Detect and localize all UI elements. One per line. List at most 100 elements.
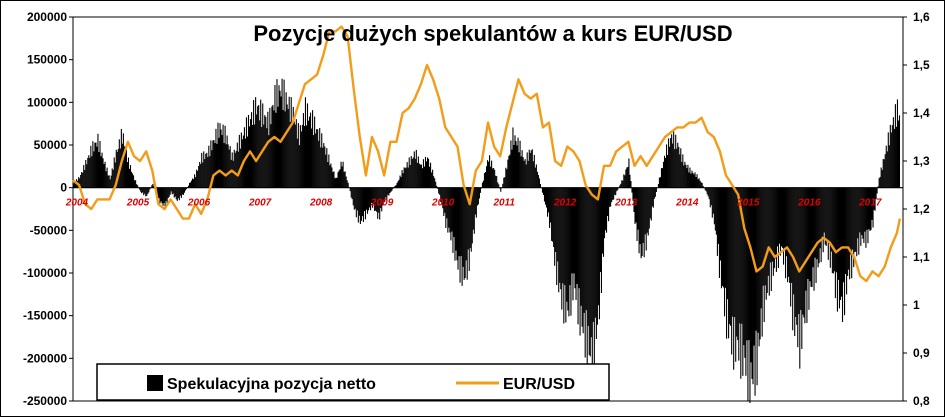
position-bar — [176, 187, 178, 201]
position-bar — [519, 140, 521, 188]
position-bar — [813, 187, 815, 291]
position-bar — [851, 187, 853, 279]
position-bar — [812, 187, 814, 268]
position-bar — [354, 187, 356, 209]
position-bar — [884, 154, 886, 188]
position-bar — [272, 104, 274, 188]
position-bar — [225, 144, 227, 188]
position-bar — [116, 151, 118, 188]
position-bar — [573, 187, 575, 274]
position-bar — [479, 187, 481, 193]
position-bar — [268, 135, 270, 188]
position-bar — [458, 187, 460, 257]
right-tick-label: 1,3 — [913, 154, 930, 168]
position-bar — [82, 172, 84, 188]
position-bar — [798, 187, 800, 314]
position-bar — [374, 187, 376, 212]
position-bar — [105, 171, 107, 188]
position-bar — [152, 183, 154, 188]
position-bar — [407, 167, 409, 188]
position-bar — [664, 157, 667, 188]
position-bar — [651, 187, 653, 207]
position-bar — [552, 187, 554, 242]
position-bar — [426, 157, 429, 188]
position-bar — [593, 187, 595, 371]
position-bar — [278, 85, 280, 188]
position-bar — [108, 175, 110, 188]
position-bar — [551, 187, 553, 241]
position-bar — [496, 176, 498, 188]
position-bar — [655, 187, 657, 192]
position-bar — [153, 186, 155, 188]
position-bar — [609, 187, 611, 207]
position-bar — [809, 187, 811, 282]
position-bar — [484, 171, 487, 188]
position-bar — [404, 168, 406, 188]
position-bar — [342, 161, 344, 188]
position-bar — [526, 152, 528, 188]
position-bar — [175, 187, 177, 200]
position-bar — [109, 179, 111, 188]
year-label-2004: 2004 — [65, 198, 89, 209]
position-bar — [271, 106, 273, 188]
position-bar — [739, 187, 741, 324]
position-bar — [539, 184, 541, 188]
position-bar — [310, 112, 312, 188]
position-bar — [435, 181, 437, 188]
position-bar — [814, 187, 816, 258]
position-bar — [373, 187, 375, 204]
position-bar — [80, 174, 82, 188]
position-bar — [757, 187, 759, 333]
position-bar — [759, 187, 761, 340]
year-label-2007: 2007 — [248, 198, 272, 209]
position-bar — [321, 133, 323, 188]
position-bar — [502, 183, 504, 188]
position-bar — [92, 141, 94, 188]
eurusd-line-group — [72, 25, 902, 283]
position-bar — [403, 167, 405, 188]
position-bar — [516, 145, 518, 188]
position-bar — [870, 187, 872, 231]
position-bar — [422, 159, 424, 188]
year-label-2017: 2017 — [858, 198, 882, 209]
left-tick-label: -150000 — [23, 309, 67, 323]
position-bar — [515, 141, 517, 188]
position-bar — [558, 187, 560, 293]
position-bar — [789, 187, 791, 283]
position-bar — [858, 187, 860, 255]
position-bar — [793, 187, 795, 295]
position-bar — [106, 167, 108, 188]
position-bar — [776, 187, 778, 247]
position-bar — [133, 175, 135, 188]
position-bar — [865, 187, 867, 248]
position-bar — [328, 154, 330, 188]
position-bar — [835, 187, 837, 273]
position-bar — [78, 177, 80, 188]
position-bar — [300, 131, 302, 188]
position-bar — [846, 187, 848, 295]
position-bar — [725, 187, 727, 288]
position-bar — [81, 171, 83, 188]
position-bar — [382, 187, 384, 206]
position-bar — [686, 168, 688, 188]
position-bar — [416, 162, 418, 188]
position-bar — [762, 187, 764, 286]
position-bar — [687, 164, 689, 188]
position-bar — [142, 187, 144, 193]
right-axis-ticks: 1,6 1,5 1,4 1,3 1,2 1,1 1 0,9 0,8 — [903, 10, 930, 408]
position-bar — [872, 187, 874, 228]
position-bar — [495, 175, 497, 188]
position-bar — [146, 187, 148, 196]
position-bar — [284, 111, 286, 188]
position-bar — [414, 158, 416, 188]
position-bar — [716, 187, 718, 256]
position-bar — [413, 151, 415, 188]
position-bar — [451, 187, 453, 232]
position-bar — [482, 180, 485, 188]
position-bar — [431, 172, 433, 188]
position-bar — [715, 187, 717, 235]
position-bar — [114, 162, 116, 188]
position-bar — [587, 187, 589, 326]
position-bar — [582, 187, 584, 334]
position-bar — [619, 185, 621, 188]
